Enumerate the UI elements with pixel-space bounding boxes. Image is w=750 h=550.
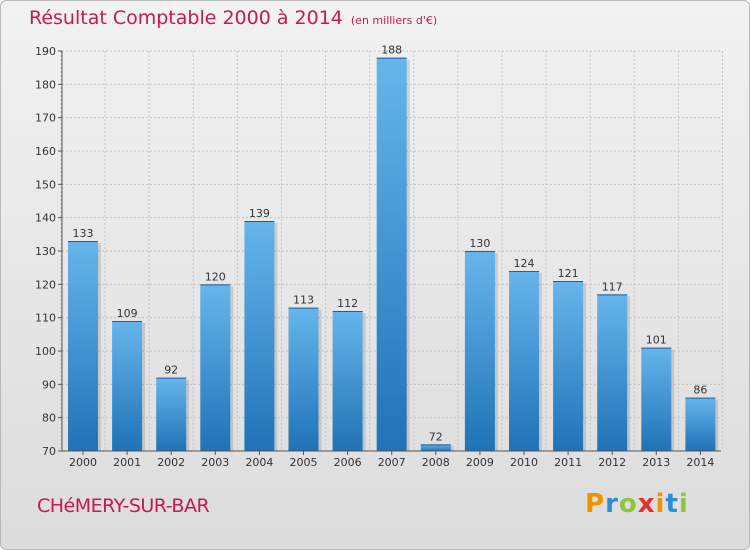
y-tick-label: 170 <box>35 112 56 125</box>
logo-letter: i <box>678 489 689 519</box>
data-label: 92 <box>164 364 178 377</box>
data-label: 112 <box>337 297 358 310</box>
data-label: 130 <box>469 237 490 250</box>
y-tick-label: 140 <box>35 212 56 225</box>
bar <box>332 311 363 451</box>
x-tick-label: 2012 <box>598 456 626 469</box>
x-tick-label: 2001 <box>113 456 141 469</box>
y-tick-label: 190 <box>35 45 56 58</box>
x-tick-label: 2004 <box>245 456 273 469</box>
x-tick-label: 2006 <box>334 456 362 469</box>
proxiti-logo[interactable]: Proxiti <box>585 489 689 519</box>
x-tick-label: 2003 <box>201 456 229 469</box>
bar <box>112 321 143 451</box>
bar <box>641 347 672 451</box>
x-tick-label: 2010 <box>510 456 538 469</box>
y-tick-label: 100 <box>35 345 56 358</box>
logo-letter: t <box>665 489 679 519</box>
y-tick-label: 70 <box>42 445 56 458</box>
bar <box>464 251 495 451</box>
x-tick-label: 2014 <box>686 456 714 469</box>
data-label: 188 <box>381 44 402 57</box>
y-tick-label: 130 <box>35 245 56 258</box>
x-tick-label: 2000 <box>69 456 97 469</box>
chart-title: Résultat Comptable 2000 à 2014 (en millie… <box>29 7 437 29</box>
logo-letter: r <box>605 489 619 519</box>
bar <box>376 57 407 452</box>
chart-subtitle: (en milliers d'€) <box>350 14 438 27</box>
commune-name: CHéMERY-SUR-BAR <box>37 495 210 517</box>
logo-letter: i <box>655 489 666 519</box>
data-label: 101 <box>646 334 667 347</box>
logo-letter: x <box>637 489 656 519</box>
data-label: 120 <box>205 270 226 283</box>
y-tick-label: 80 <box>42 412 56 425</box>
data-label: 86 <box>693 384 707 397</box>
x-tick-label: 2013 <box>642 456 670 469</box>
data-label: 117 <box>602 280 623 293</box>
x-tick-label: 2007 <box>378 456 406 469</box>
data-label: 113 <box>293 294 314 307</box>
y-tick-label: 120 <box>35 278 56 291</box>
data-label: 109 <box>117 307 138 320</box>
y-tick-label: 90 <box>42 378 56 391</box>
data-label: 121 <box>558 267 579 280</box>
bar <box>509 271 539 451</box>
bar <box>685 397 716 451</box>
data-label: 72 <box>429 430 443 443</box>
data-label: 139 <box>249 207 270 220</box>
x-tick-label: 2011 <box>554 456 582 469</box>
bar <box>200 284 231 451</box>
logo-letter: P <box>585 489 606 519</box>
y-tick-label: 150 <box>35 178 56 191</box>
y-tick-label: 160 <box>35 145 56 158</box>
bar <box>553 281 584 451</box>
bar <box>420 444 451 451</box>
x-tick-label: 2009 <box>466 456 494 469</box>
y-tick-label: 110 <box>35 312 56 325</box>
logo-letter: o <box>618 489 638 519</box>
y-tick-label: 180 <box>35 78 56 91</box>
x-tick-label: 2005 <box>290 456 318 469</box>
x-tick-label: 2002 <box>157 456 185 469</box>
bar <box>597 294 628 451</box>
data-label: 124 <box>514 257 535 270</box>
title-text: Résultat Comptable 2000 à 2014 <box>29 7 343 29</box>
x-tick-label: 2008 <box>422 456 450 469</box>
bar <box>288 307 319 451</box>
data-label: 133 <box>73 227 94 240</box>
bar <box>68 241 98 451</box>
bar <box>156 377 187 451</box>
bar <box>244 221 275 451</box>
